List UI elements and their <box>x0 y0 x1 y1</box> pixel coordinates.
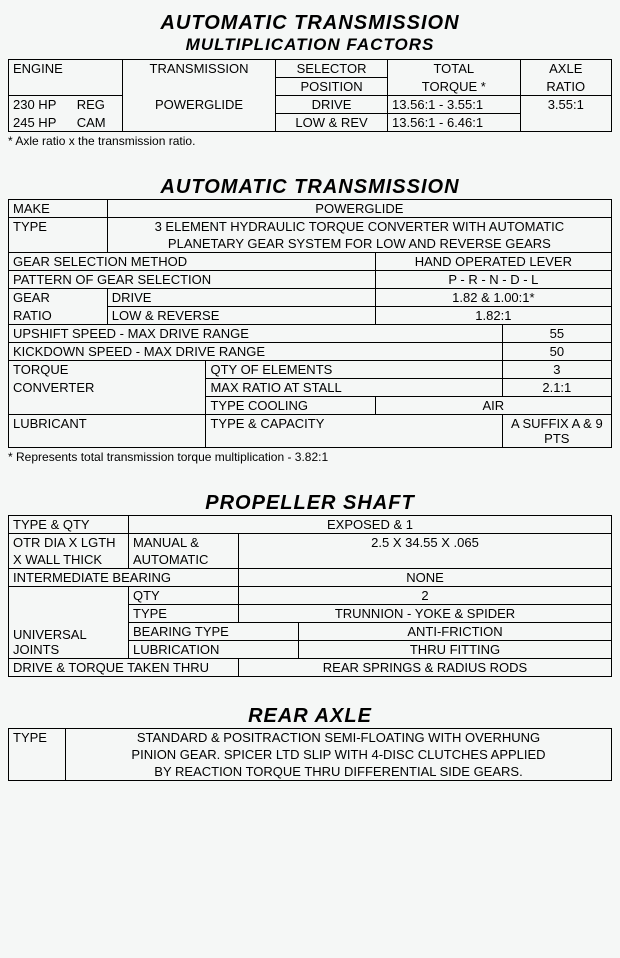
otr-label-2: X WALL THICK <box>9 551 129 569</box>
h-transmission: TRANSMISSION <box>123 60 276 78</box>
make-value: POWERGLIDE <box>107 200 611 218</box>
tcap-label: TYPE & CAPACITY <box>206 415 502 448</box>
propeller-shaft-table: TYPE & QTY EXPOSED & 1 OTR DIA X LGTH MA… <box>8 515 612 677</box>
h-position: POSITION <box>276 78 388 96</box>
engine-reg: REG <box>73 96 123 114</box>
engine-245hp: 245 HP <box>9 114 73 132</box>
h-ratio: RATIO <box>520 78 611 96</box>
bt-value: ANTI-FRICTION <box>299 623 612 641</box>
trans-powerglide: POWERGLIDE <box>123 96 276 132</box>
section4-title: REAR AXLE <box>8 705 612 728</box>
ma-label-2: AUTOMATIC <box>129 551 239 569</box>
torque-lowrev: 13.56:1 - 6.46:1 <box>388 114 521 132</box>
max-value: 2.1:1 <box>502 379 611 397</box>
gsm-label: GEAR SELECTION METHOD <box>9 253 376 271</box>
dt-value: REAR SPRINGS & RADIUS RODS <box>239 659 612 677</box>
tq-value: EXPOSED & 1 <box>129 516 612 534</box>
h-torque: TORQUE * <box>388 78 521 96</box>
type-label: TYPE <box>9 218 108 253</box>
type-value-2: PLANETARY GEAR SYSTEM FOR LOW AND REVERS… <box>107 235 611 253</box>
auto-trans-table: MAKE POWERGLIDE TYPE 3 ELEMENT HYDRAULIC… <box>8 199 612 448</box>
drive-label: DRIVE <box>107 289 375 307</box>
tcap-value: A SUFFIX A & 9 PTS <box>502 415 611 448</box>
upshift-value: 55 <box>502 325 611 343</box>
uj-label: UNIVERSAL JOINTS <box>9 587 129 659</box>
ib-label: INTERMEDIATE BEARING <box>9 569 239 587</box>
otr-label-1: OTR DIA X LGTH <box>9 534 129 552</box>
h-engine: ENGINE <box>9 60 123 78</box>
section1-subtitle: MULTIPLICATION FACTORS <box>8 35 612 55</box>
h-total: TOTAL <box>388 60 521 78</box>
cool-label: TYPE COOLING <box>206 397 375 415</box>
ma-label-1: MANUAL & <box>129 534 239 552</box>
section1-note: * Axle ratio x the transmission ratio. <box>8 134 612 148</box>
upshift-label: UPSHIFT SPEED - MAX DRIVE RANGE <box>9 325 503 343</box>
axle-355: 3.55:1 <box>520 96 611 114</box>
qty-label: QTY OF ELEMENTS <box>206 361 502 379</box>
uj-type-value: TRUNNION - YOKE & SPIDER <box>239 605 612 623</box>
drive-value: 1.82 & 1.00:1* <box>375 289 611 307</box>
ra-type-v1: STANDARD & POSITRACTION SEMI-FLOATING WI… <box>66 729 612 747</box>
low-value: 1.82:1 <box>375 307 611 325</box>
section2-title: AUTOMATIC TRANSMISSION <box>8 176 612 199</box>
low-label: LOW & REVERSE <box>107 307 375 325</box>
bt-label: BEARING TYPE <box>129 623 299 641</box>
otr-value: 2.5 X 34.55 X .065 <box>239 534 612 569</box>
tq-label: TYPE & QTY <box>9 516 129 534</box>
uj-lub-label: LUBRICATION <box>129 641 299 659</box>
gear-label: GEAR <box>9 289 108 307</box>
gsm-value: HAND OPERATED LEVER <box>375 253 611 271</box>
h-axle: AXLE <box>520 60 611 78</box>
lub-label: LUBRICANT <box>9 415 206 448</box>
kick-value: 50 <box>502 343 611 361</box>
sel-lowrev: LOW & REV <box>276 114 388 132</box>
pgs-label: PATTERN OF GEAR SELECTION <box>9 271 376 289</box>
section3-title: PROPELLER SHAFT <box>8 492 612 515</box>
make-label: MAKE <box>9 200 108 218</box>
torque-drive: 13.56:1 - 3.55:1 <box>388 96 521 114</box>
ib-value: NONE <box>239 569 612 587</box>
rear-axle-table: TYPE STANDARD & POSITRACTION SEMI-FLOATI… <box>8 728 612 781</box>
h-selector: SELECTOR <box>276 60 388 78</box>
engine-230hp: 230 HP <box>9 96 73 114</box>
sel-drive: DRIVE <box>276 96 388 114</box>
uj-lub-value: THRU FITTING <box>299 641 612 659</box>
cool-value: AIR <box>375 397 611 415</box>
section2-note: * Represents total transmission torque m… <box>8 450 612 464</box>
qty-value: 3 <box>502 361 611 379</box>
type-value-1: 3 ELEMENT HYDRAULIC TORQUE CONVERTER WIT… <box>107 218 611 236</box>
tc-label-1: TORQUE <box>9 361 206 379</box>
section1-title: AUTOMATIC TRANSMISSION <box>8 12 612 35</box>
uj-qty-value: 2 <box>239 587 612 605</box>
tc-label-2: CONVERTER <box>9 379 206 397</box>
multiplication-factors-table: ENGINE TRANSMISSION SELECTOR TOTAL AXLE … <box>8 59 612 132</box>
pgs-value: P - R - N - D - L <box>375 271 611 289</box>
uj-qty-label: QTY <box>129 587 239 605</box>
kick-label: KICKDOWN SPEED - MAX DRIVE RANGE <box>9 343 503 361</box>
engine-cam: CAM <box>73 114 123 132</box>
uj-type-label: TYPE <box>129 605 239 623</box>
ra-type-label: TYPE <box>9 729 66 781</box>
ra-type-v3: BY REACTION TORQUE THRU DIFFERENTIAL SID… <box>66 763 612 781</box>
max-label: MAX RATIO AT STALL <box>206 379 502 397</box>
ratio-label: RATIO <box>9 307 108 325</box>
dt-label: DRIVE & TORQUE TAKEN THRU <box>9 659 239 677</box>
ra-type-v2: PINION GEAR. SPICER LTD SLIP WITH 4-DISC… <box>66 746 612 763</box>
